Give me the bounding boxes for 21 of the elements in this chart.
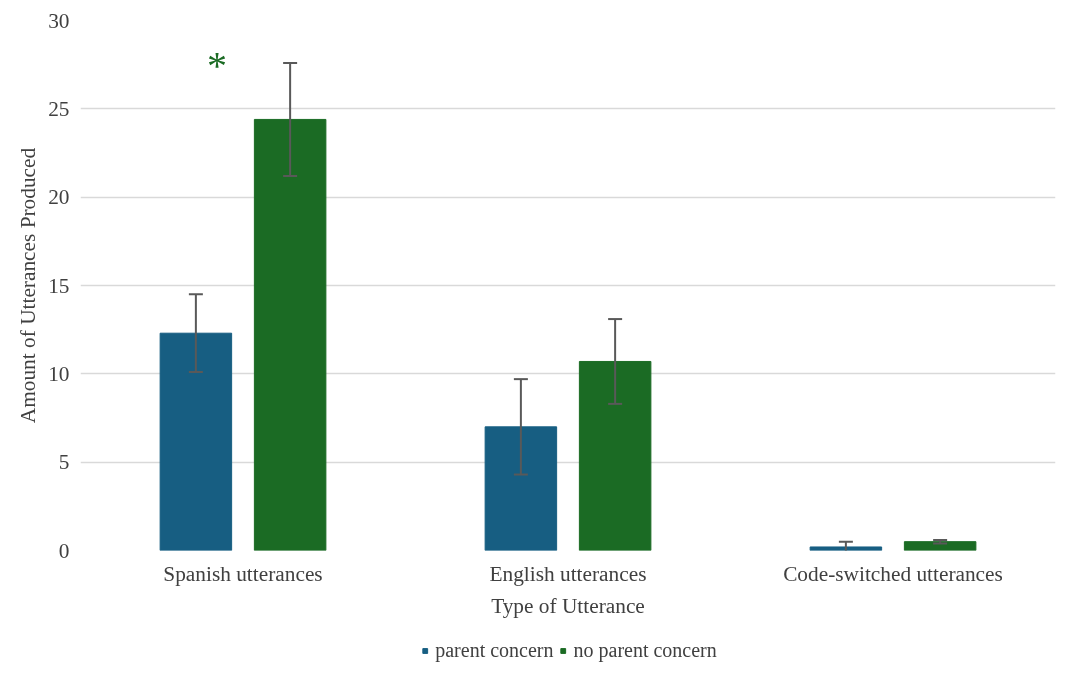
x-tick-label: Code-switched utterances xyxy=(783,561,1003,586)
annotation: * xyxy=(207,43,227,89)
legend-label: no parent concern xyxy=(573,638,717,662)
y-tick-label: 5 xyxy=(58,450,70,475)
bar xyxy=(484,426,558,551)
bar xyxy=(253,118,327,551)
bar xyxy=(809,546,883,551)
x-tick-label: English utterances xyxy=(489,561,647,586)
y-tick-label: 20 xyxy=(48,185,70,210)
y-tick-label: 15 xyxy=(48,273,70,298)
legend-label: parent concern xyxy=(435,638,554,662)
y-axis-title: Amount of Utterances Produced xyxy=(16,147,41,424)
y-tick-label: 10 xyxy=(48,361,70,386)
bar xyxy=(903,541,977,551)
y-tick-label: 0 xyxy=(58,538,70,563)
x-tick-label: Spanish utterances xyxy=(163,561,323,586)
x-axis-title: Type of Utterance xyxy=(491,593,645,618)
y-tick-label: 25 xyxy=(48,96,70,121)
y-tick-label: 30 xyxy=(48,8,70,33)
bar xyxy=(159,332,233,551)
bar xyxy=(578,360,652,551)
